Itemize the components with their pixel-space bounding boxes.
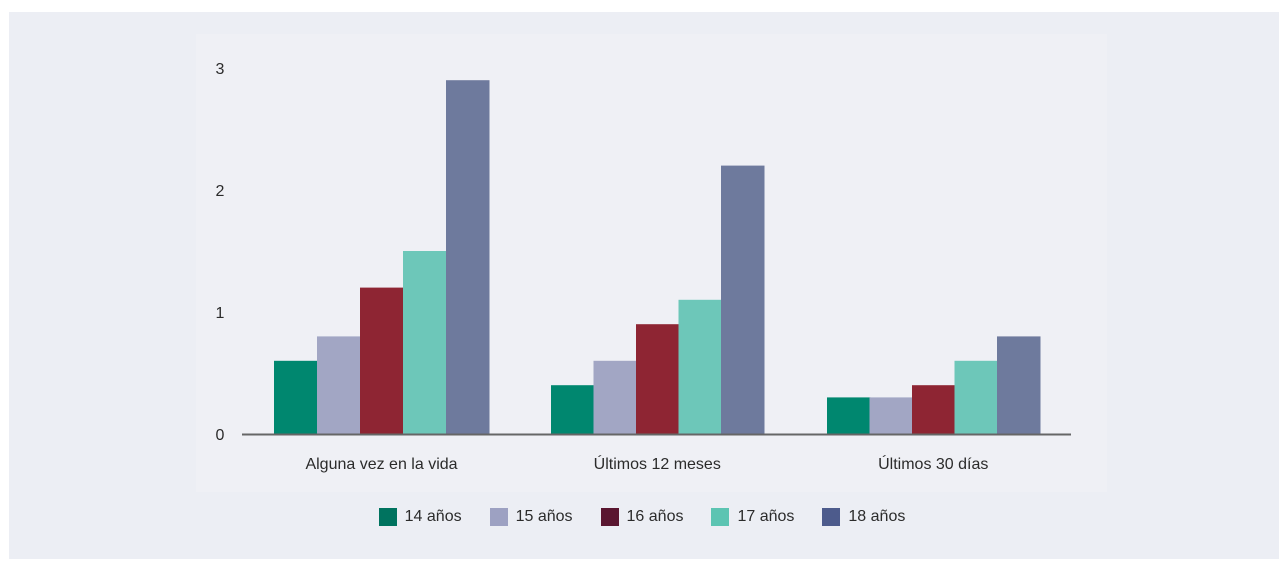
bar <box>317 336 361 434</box>
legend: 14 años 15 años 16 años 17 años 18 años <box>0 506 1284 528</box>
y-tick-label: 1 <box>216 305 225 322</box>
legend-label: 14 años <box>404 508 462 525</box>
y-tick-label: 0 <box>216 427 225 444</box>
category-labels: Alguna vez en la vida Últimos 12 meses Últ… <box>305 454 988 473</box>
legend-label: 18 años <box>848 508 906 525</box>
bar <box>403 251 447 434</box>
legend-label: 16 años <box>626 508 684 525</box>
bar <box>274 360 318 434</box>
bar <box>997 336 1041 434</box>
bar <box>869 397 913 434</box>
y-tick-label: 2 <box>216 183 225 200</box>
bar <box>446 80 490 434</box>
bar <box>636 324 680 434</box>
legend-item: 14 años <box>378 508 462 526</box>
legend-item: 16 años <box>600 508 684 526</box>
legend-swatch <box>600 508 619 526</box>
bar <box>912 385 956 434</box>
bar <box>593 360 637 434</box>
bar <box>551 385 595 434</box>
x-category-label: Últimos 30 días <box>878 454 988 473</box>
x-category-label: Últimos 12 meses <box>594 454 721 473</box>
bar <box>721 165 765 434</box>
legend-swatch <box>378 508 397 526</box>
legend-label: 17 años <box>737 508 795 525</box>
legend-swatch <box>489 508 508 526</box>
legend-item: 18 años <box>822 508 905 526</box>
bar-chart: 0 1 2 3 Alguna vez en la vida Últimos 12 mes… <box>216 61 1071 473</box>
bar <box>827 397 871 434</box>
bar <box>678 299 722 434</box>
y-tick-label: 3 <box>216 61 225 78</box>
x-category-label: Alguna vez en la vida <box>305 456 457 473</box>
bar <box>954 360 998 434</box>
legend-label: 15 años <box>515 508 573 525</box>
legend-item: 17 años <box>711 508 794 526</box>
legend-swatch <box>711 508 730 526</box>
bars <box>274 80 1041 434</box>
bar <box>360 287 404 434</box>
legend-item: 15 años <box>489 508 573 526</box>
legend-swatch <box>822 508 841 526</box>
y-axis-ticks: 0 1 2 3 <box>216 61 225 444</box>
